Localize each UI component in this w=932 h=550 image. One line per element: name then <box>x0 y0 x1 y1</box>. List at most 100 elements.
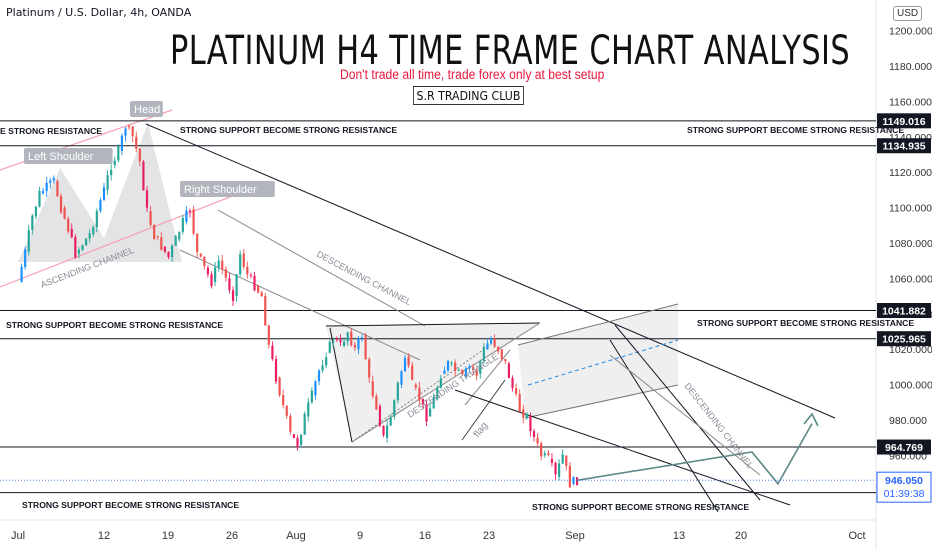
candle-body <box>429 408 432 417</box>
candle-body <box>353 345 356 348</box>
candle-body <box>196 233 199 253</box>
candle-body <box>95 211 98 228</box>
zone-label: STRONG SUPPORT BECOME STRONG RESISTANCE <box>687 125 904 135</box>
candle-body <box>561 454 564 464</box>
candle-body <box>568 465 571 488</box>
candle-body <box>475 370 478 376</box>
candle-body <box>357 338 360 350</box>
y-tick-label: 1120.000 <box>889 167 932 179</box>
candle-body <box>228 278 231 291</box>
candle-body <box>113 160 116 166</box>
zone-label: E STRONG RESISTANCE <box>0 126 102 136</box>
candle-body <box>532 431 536 437</box>
candle-body <box>92 227 95 235</box>
x-tick-label: Jul <box>11 530 25 542</box>
descending-channel-mid <box>179 249 421 361</box>
candle-body <box>303 413 306 435</box>
candle-body <box>145 190 149 208</box>
candle-body <box>468 366 471 369</box>
candle-body <box>224 269 227 278</box>
candle-body <box>120 135 124 151</box>
candle-body <box>432 396 435 409</box>
candle-body <box>267 325 270 345</box>
candle-body <box>24 249 27 267</box>
y-tick-label: 1060.000 <box>889 273 932 285</box>
y-tick-label: 1200.000 <box>889 26 932 38</box>
x-tick-label: Aug <box>286 530 306 542</box>
candle-body <box>203 256 206 266</box>
candle-body <box>393 400 396 417</box>
candle-body <box>350 331 353 346</box>
candle-body <box>554 462 557 475</box>
y-tick-label: 1160.000 <box>889 96 932 108</box>
candle-body <box>206 267 210 275</box>
candle-body <box>339 339 342 343</box>
candle-body <box>174 235 177 246</box>
candle-body <box>289 415 292 432</box>
level-price-label: 964.769 <box>885 442 923 454</box>
candle-body <box>49 180 52 183</box>
candle-body <box>525 413 528 418</box>
y-tick-label: 980.000 <box>889 415 927 427</box>
candle-body <box>439 378 442 388</box>
x-tick-label: Oct <box>848 530 865 542</box>
candle-body <box>371 381 374 397</box>
head-label: Head <box>134 104 160 116</box>
level-price-label: 1134.935 <box>882 141 925 153</box>
zone-label: STRONG SUPPORT BECOME STRONG RESISTANCE <box>532 502 749 512</box>
candle-body <box>414 384 417 388</box>
candle-body <box>213 267 217 282</box>
candle-body <box>292 434 296 438</box>
candle-body <box>239 254 242 275</box>
candle-body <box>529 416 532 432</box>
candle-body <box>482 346 485 362</box>
candle-body <box>335 338 339 340</box>
level-price-label: 1041.882 <box>882 306 926 318</box>
flag-upper <box>461 379 506 441</box>
candle-body <box>493 338 496 347</box>
brand-label: S.R TRADING CLUB <box>413 86 524 105</box>
triangle-hypotenuse <box>351 322 541 443</box>
candle-body <box>138 148 141 162</box>
candle-body <box>522 409 525 418</box>
candle-body <box>386 425 389 438</box>
candle-body <box>547 453 550 455</box>
candle-body <box>500 349 503 359</box>
candle-body <box>34 206 38 217</box>
candle-body <box>364 335 367 360</box>
level-price-tag <box>877 439 931 455</box>
descending-channel2-upper <box>614 324 761 501</box>
candle-body <box>20 266 23 282</box>
candle-body <box>170 245 174 258</box>
candle-body <box>575 477 579 486</box>
zone-label: STRONG SUPPORT BECOME STRONG RESISTANCE <box>6 320 223 330</box>
candle-body <box>282 395 285 406</box>
x-tick-label: 20 <box>735 530 747 542</box>
candle-body <box>242 253 245 267</box>
triangle-dotted-line <box>351 344 491 443</box>
candle-body <box>403 357 407 372</box>
candle-body <box>342 341 346 346</box>
main-descending-trendline <box>145 123 836 419</box>
candle-body <box>256 285 260 293</box>
head-shoulders-shading <box>18 123 182 262</box>
flag-channel-shading <box>518 304 678 418</box>
candle-body <box>454 362 457 371</box>
candle-body <box>264 296 267 326</box>
candle-body <box>135 136 138 149</box>
candle-body <box>217 260 220 268</box>
candle-body <box>558 463 561 477</box>
level-price-tag <box>877 331 931 347</box>
candle-body <box>210 274 213 287</box>
x-tick-label: 16 <box>419 530 431 542</box>
candle-body <box>307 402 310 417</box>
candle-body <box>253 275 256 291</box>
level-price-label: 1025.965 <box>882 334 926 346</box>
candle-body <box>153 225 156 240</box>
candle-body <box>77 249 81 254</box>
candle-body <box>418 387 421 401</box>
candle-body <box>515 388 518 394</box>
currency-button[interactable]: USD <box>893 6 923 21</box>
